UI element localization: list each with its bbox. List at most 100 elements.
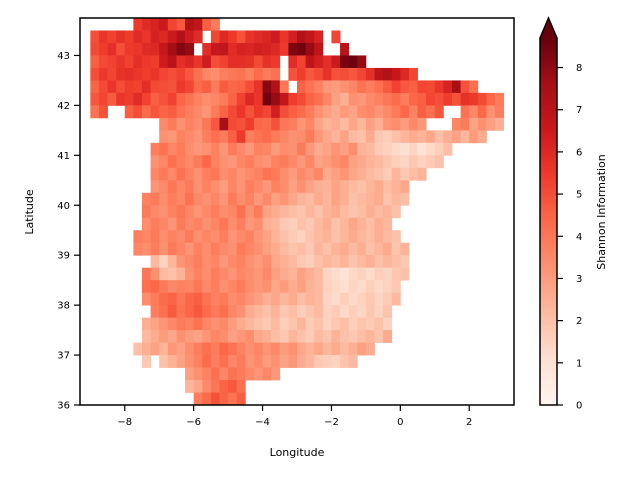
heatmap-cell [159, 230, 169, 244]
heatmap-cell [253, 55, 263, 69]
heatmap-cell [279, 155, 289, 169]
heatmap-cell [288, 167, 298, 181]
heatmap-cell [383, 67, 393, 81]
heatmap-cell [159, 142, 169, 156]
heatmap-cell [331, 55, 341, 69]
heatmap-cell [408, 167, 418, 181]
heatmap-cell [133, 55, 143, 69]
heatmap-cell [193, 192, 203, 206]
heatmap-cell [228, 92, 238, 106]
heatmap-cell [469, 105, 479, 119]
heatmap-cell [219, 30, 229, 44]
heatmap-cell [202, 192, 212, 206]
heatmap-cell [305, 217, 315, 231]
heatmap-cell [150, 155, 160, 169]
heatmap-cell [228, 142, 238, 156]
heatmap-cell [210, 155, 220, 169]
heatmap-cell [348, 280, 358, 294]
heatmap-cell [228, 130, 238, 144]
heatmap-cell [443, 130, 453, 144]
heatmap-cell [297, 192, 307, 206]
heatmap-cell [210, 192, 220, 206]
plot-area-frame [79, 17, 515, 406]
heatmap-cell [133, 18, 143, 31]
heatmap-cell [210, 42, 220, 56]
heatmap-cell [391, 105, 401, 119]
heatmap-cell [314, 205, 324, 219]
heatmap-cell [253, 330, 263, 343]
heatmap-cell [305, 117, 315, 131]
heatmap-cell [365, 105, 375, 119]
heatmap-cell [279, 92, 289, 106]
heatmap-cell [443, 142, 453, 156]
heatmap-cell [322, 205, 332, 219]
heatmap-cell [391, 167, 401, 181]
heatmap-cell [167, 67, 177, 81]
heatmap-cell [253, 117, 263, 131]
heatmap-cell [262, 292, 272, 306]
heatmap-cell [219, 217, 229, 231]
heatmap-cell [426, 92, 436, 106]
heatmap-cell [331, 317, 341, 331]
heatmap-cell [348, 130, 358, 144]
heatmap-cell [245, 180, 255, 194]
heatmap-cell [391, 92, 401, 106]
heatmap-cell [219, 367, 229, 381]
heatmap-cell [107, 80, 117, 94]
heatmap-cell [150, 217, 160, 231]
heatmap-cell [443, 80, 453, 94]
heatmap-cell [159, 130, 169, 144]
heatmap-cell [305, 180, 315, 194]
heatmap-cell [297, 292, 307, 306]
heatmap-cell [219, 230, 229, 244]
heatmap-cell [236, 117, 246, 131]
heatmap-cell [245, 230, 255, 244]
heatmap-cell [469, 130, 479, 144]
heatmap-cell [116, 67, 126, 81]
heatmap-cell [297, 105, 307, 119]
heatmap-cell [185, 55, 195, 69]
heatmap-cell [159, 117, 169, 131]
heatmap-cell [159, 42, 169, 56]
heatmap-cell [159, 67, 169, 81]
heatmap-cell [262, 117, 272, 131]
heatmap-cell [340, 180, 350, 194]
heatmap-cell [279, 355, 289, 368]
heatmap-cell [116, 92, 126, 106]
heatmap-cell [210, 392, 220, 405]
colorbar-tick-label: 1 [576, 358, 582, 369]
heatmap-cell [314, 230, 324, 244]
heatmap-cell [279, 130, 289, 144]
heatmap-cell [331, 342, 341, 356]
heatmap-cell [262, 192, 272, 206]
heatmap-cell [142, 280, 152, 294]
heatmap-cell [374, 317, 384, 331]
heatmap-cell [176, 155, 186, 169]
heatmap-cell [150, 305, 160, 319]
heatmap-cell [271, 305, 281, 319]
heatmap-cell [185, 167, 195, 181]
heatmap-cell [150, 105, 160, 119]
heatmap-cell [357, 255, 367, 269]
heatmap-cell [124, 92, 134, 106]
heatmap-cell [314, 317, 324, 331]
heatmap-cell [193, 292, 203, 306]
heatmap-cell [357, 180, 367, 194]
heatmap-cell [340, 155, 350, 169]
heatmap-cell [348, 155, 358, 169]
heatmap-cell [340, 292, 350, 306]
heatmap-cell [357, 92, 367, 106]
heatmap-cell [176, 42, 186, 56]
colorbar-tick-label: 6 [576, 147, 582, 158]
heatmap-cell [331, 305, 341, 319]
heatmap-cell [279, 42, 289, 56]
heatmap-cell [297, 30, 307, 44]
heatmap-cell [219, 342, 229, 356]
heatmap-cell [452, 92, 462, 106]
heatmap-cell [391, 242, 401, 256]
heatmap-cell [202, 280, 212, 294]
heatmap-cell [107, 42, 117, 56]
heatmap-cell [357, 80, 367, 94]
heatmap-cell [357, 280, 367, 294]
heatmap-cell [417, 92, 427, 106]
